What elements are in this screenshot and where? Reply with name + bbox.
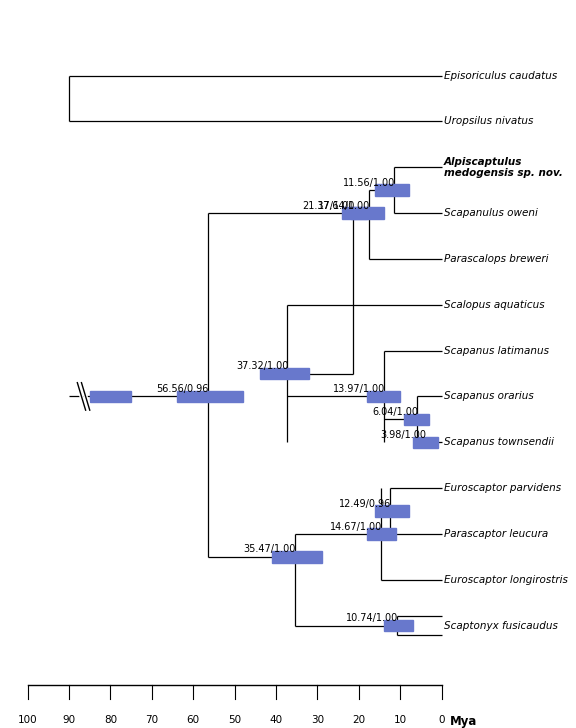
Text: 30: 30: [311, 715, 324, 725]
Text: Parascalops breweri: Parascalops breweri: [444, 254, 548, 264]
Text: Scapanulus oweni: Scapanulus oweni: [444, 208, 537, 218]
Text: Scapanus latimanus: Scapanus latimanus: [444, 346, 549, 355]
Bar: [342, 207, 367, 219]
Bar: [412, 437, 438, 448]
Text: Scapanus orarius: Scapanus orarius: [444, 392, 533, 401]
Text: 90: 90: [62, 715, 75, 725]
Text: Alpiscaptulus
medogensis sp. nov.: Alpiscaptulus medogensis sp. nov.: [444, 157, 563, 178]
Text: Uropsilus nivatus: Uropsilus nivatus: [444, 116, 533, 127]
Bar: [384, 620, 412, 631]
Bar: [376, 505, 408, 517]
Bar: [351, 207, 384, 219]
Text: Scapanus townsendii: Scapanus townsendii: [444, 438, 554, 447]
Text: 37.32/1.00: 37.32/1.00: [236, 361, 289, 371]
Text: Euroscaptor longirostris: Euroscaptor longirostris: [444, 574, 567, 585]
Bar: [376, 184, 408, 196]
Text: 10: 10: [394, 715, 407, 725]
Text: 14.67/1.00: 14.67/1.00: [330, 521, 382, 531]
Text: 3.98/1.00: 3.98/1.00: [381, 430, 426, 440]
Text: 6.04/1.00: 6.04/1.00: [372, 407, 418, 417]
Text: 0: 0: [438, 715, 445, 725]
Text: 70: 70: [145, 715, 158, 725]
Bar: [260, 368, 309, 379]
Text: 21.37/1.00: 21.37/1.00: [302, 201, 354, 211]
Text: 40: 40: [270, 715, 283, 725]
Bar: [90, 391, 131, 402]
Text: 12.49/0.96: 12.49/0.96: [339, 499, 391, 509]
Text: Scaptonyx fusicaudus: Scaptonyx fusicaudus: [444, 620, 558, 630]
Text: Euroscaptor parvidens: Euroscaptor parvidens: [444, 483, 561, 493]
Bar: [272, 551, 321, 563]
Bar: [367, 528, 396, 539]
Text: Episoriculus caudatus: Episoriculus caudatus: [444, 71, 557, 81]
Bar: [367, 391, 400, 402]
Text: 56.56/0.96: 56.56/0.96: [156, 384, 209, 394]
Text: 60: 60: [187, 715, 200, 725]
Text: Parascaptor leucura: Parascaptor leucura: [444, 529, 548, 539]
Text: 100: 100: [18, 715, 37, 725]
Text: 35.47/1.00: 35.47/1.00: [244, 545, 296, 555]
Text: Scalopus aquaticus: Scalopus aquaticus: [444, 300, 544, 310]
Bar: [404, 414, 429, 425]
Text: 10.74/1.00: 10.74/1.00: [346, 613, 399, 623]
Text: 17.64/1.00: 17.64/1.00: [317, 201, 370, 211]
Text: 20: 20: [353, 715, 365, 725]
Text: Mya: Mya: [450, 715, 478, 728]
Bar: [177, 391, 243, 402]
Text: 50: 50: [228, 715, 241, 725]
Text: 13.97/1.00: 13.97/1.00: [333, 384, 385, 394]
Text: 80: 80: [104, 715, 117, 725]
Text: 11.56/1.00: 11.56/1.00: [343, 178, 395, 188]
